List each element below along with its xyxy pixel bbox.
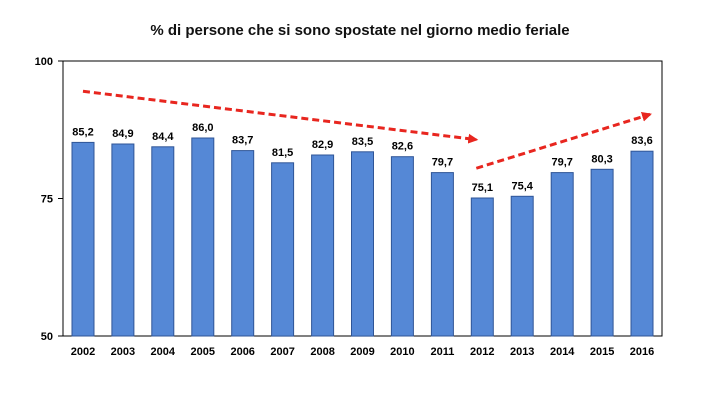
x-tick-label-2016: 2016	[630, 346, 654, 358]
data-label-2002: 85,2	[72, 126, 93, 138]
data-label-2015: 80,3	[591, 153, 612, 165]
data-label-2014: 79,7	[551, 157, 572, 169]
data-label-2007: 81,5	[272, 147, 293, 159]
x-tick-label-2015: 2015	[590, 346, 614, 358]
bar-2009	[351, 151, 374, 337]
x-tick-label-2014: 2014	[550, 346, 575, 358]
bar-2012	[470, 197, 494, 337]
data-label-2008: 82,9	[312, 139, 333, 151]
x-tick-label-2005: 2005	[191, 346, 215, 358]
data-label-2004: 84,4	[152, 131, 174, 143]
x-tick-label-2007: 2007	[270, 346, 294, 358]
trend-arrow-rise	[475, 111, 652, 170]
data-label-2006: 83,7	[232, 135, 253, 147]
data-label-2005: 86,0	[192, 122, 213, 134]
bar-2006	[231, 150, 255, 337]
x-tick-label-2009: 2009	[350, 346, 374, 358]
x-tick-label-2008: 2008	[310, 346, 334, 358]
bar-2005	[191, 137, 215, 337]
bar-2013	[510, 195, 534, 337]
bar-2002	[71, 141, 95, 337]
x-tick-label-2002: 2002	[71, 346, 95, 358]
bar-2004	[151, 146, 175, 337]
x-tick-label-2013: 2013	[510, 346, 534, 358]
data-label-2009: 83,5	[352, 136, 373, 148]
bar-2016	[630, 150, 654, 337]
data-label-2010: 82,6	[392, 141, 413, 153]
chart-title: % di persone che si sono spostate nel gi…	[150, 22, 570, 39]
x-tick-label-2012: 2012	[470, 346, 494, 358]
x-tick-label-2010: 2010	[390, 346, 414, 358]
y-tick-label-100: 100	[35, 56, 53, 68]
bar-2003	[111, 143, 135, 337]
y-tick-label-50: 50	[41, 331, 53, 343]
data-label-2003: 84,9	[112, 128, 133, 140]
data-label-2011: 79,7	[432, 157, 453, 169]
y-tick-label-75: 75	[41, 194, 53, 206]
data-label-2012: 75,1	[472, 182, 493, 194]
bar-2011	[430, 172, 454, 337]
x-tick-label-2004: 2004	[151, 346, 176, 358]
bar-2007	[271, 162, 295, 337]
bar-2015	[590, 168, 614, 337]
bar-2010	[390, 156, 414, 337]
bar-2014	[550, 172, 574, 337]
bar-2008	[311, 154, 335, 337]
x-tick-label-2003: 2003	[111, 346, 135, 358]
data-label-2013: 75,4	[511, 180, 533, 192]
trend-arrow-decline	[82, 89, 479, 144]
data-label-2016: 83,6	[631, 135, 652, 147]
x-tick-label-2011: 2011	[430, 346, 454, 358]
x-tick-label-2006: 2006	[230, 346, 254, 358]
